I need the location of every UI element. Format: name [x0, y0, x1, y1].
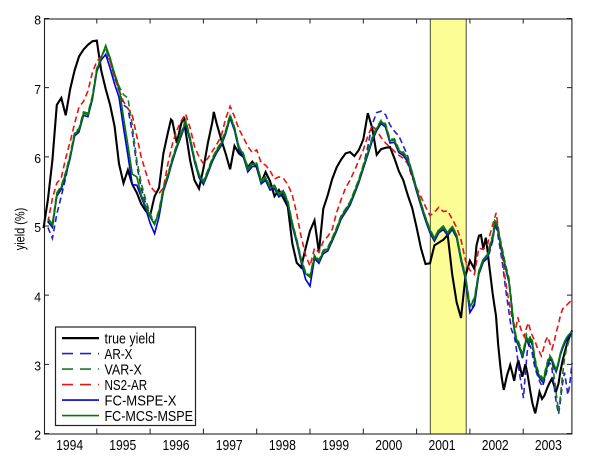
svg-text:7: 7 [34, 82, 41, 97]
svg-text:1997: 1997 [216, 437, 243, 454]
svg-text:2001: 2001 [429, 437, 456, 454]
svg-text:1995: 1995 [109, 437, 136, 454]
svg-text:2: 2 [34, 428, 41, 443]
svg-text:yield (%): yield (%) [13, 208, 28, 251]
svg-text:FC-MSPE-X: FC-MSPE-X [105, 394, 177, 410]
svg-text:1994: 1994 [56, 437, 83, 454]
svg-text:true yield: true yield [105, 332, 156, 348]
svg-text:2000: 2000 [375, 437, 402, 454]
svg-text:2002: 2002 [482, 437, 509, 454]
svg-text:4: 4 [34, 289, 41, 304]
svg-text:2003: 2003 [535, 437, 562, 454]
svg-text:1999: 1999 [322, 437, 349, 454]
svg-text:NS2-AR: NS2-AR [105, 378, 148, 394]
svg-text:3: 3 [34, 359, 41, 374]
svg-text:5: 5 [34, 220, 41, 235]
svg-text:1996: 1996 [163, 437, 190, 454]
svg-text:8: 8 [34, 13, 41, 28]
svg-text:6: 6 [34, 151, 41, 166]
svg-text:1998: 1998 [269, 437, 296, 454]
svg-text:FC-MCS-MSPE: FC-MCS-MSPE [105, 409, 194, 425]
svg-text:AR-X: AR-X [105, 347, 133, 363]
svg-text:VAR-X: VAR-X [105, 363, 143, 379]
